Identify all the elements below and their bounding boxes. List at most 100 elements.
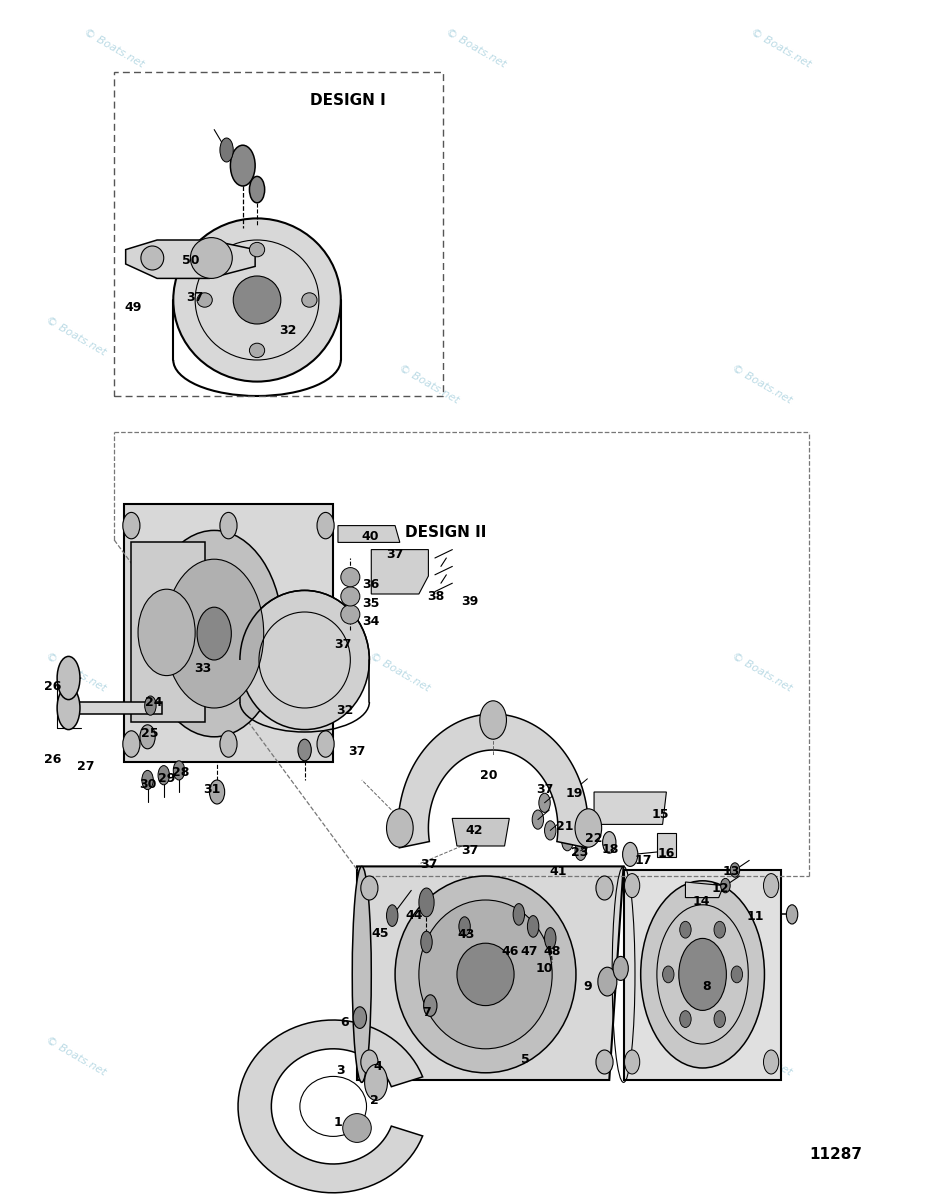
- Ellipse shape: [249, 242, 265, 257]
- Text: 37: 37: [462, 845, 479, 857]
- Ellipse shape: [138, 589, 195, 676]
- Text: © Boats.net: © Boats.net: [397, 1034, 460, 1078]
- Ellipse shape: [731, 966, 743, 983]
- Text: 26: 26: [44, 680, 61, 692]
- Text: 24: 24: [146, 696, 163, 708]
- Ellipse shape: [353, 1007, 367, 1028]
- Ellipse shape: [625, 874, 640, 898]
- Text: © Boats.net: © Boats.net: [397, 362, 460, 406]
- Text: © Boats.net: © Boats.net: [368, 650, 431, 694]
- Ellipse shape: [298, 739, 311, 761]
- Text: 48: 48: [544, 946, 561, 958]
- Text: 42: 42: [466, 824, 483, 836]
- Ellipse shape: [173, 761, 185, 780]
- Polygon shape: [338, 526, 400, 542]
- Text: 9: 9: [583, 980, 592, 992]
- Text: 21: 21: [556, 821, 573, 833]
- Ellipse shape: [343, 1114, 371, 1142]
- Text: © Boats.net: © Boats.net: [45, 314, 108, 358]
- Text: 6: 6: [340, 1016, 349, 1028]
- Text: 23: 23: [571, 846, 588, 858]
- Ellipse shape: [532, 810, 544, 829]
- Ellipse shape: [395, 876, 576, 1073]
- Text: DESIGN I: DESIGN I: [309, 94, 386, 108]
- Ellipse shape: [302, 293, 317, 307]
- Text: 29: 29: [158, 773, 175, 785]
- Ellipse shape: [197, 607, 231, 660]
- Polygon shape: [124, 504, 333, 762]
- Text: 37: 37: [348, 745, 366, 757]
- Text: 4: 4: [373, 1061, 383, 1073]
- Ellipse shape: [527, 916, 539, 937]
- Ellipse shape: [680, 922, 691, 938]
- Text: 11287: 11287: [809, 1147, 863, 1162]
- Ellipse shape: [596, 1050, 613, 1074]
- Text: DESIGN II: DESIGN II: [405, 526, 486, 540]
- Polygon shape: [357, 866, 624, 1080]
- Text: 43: 43: [458, 929, 475, 941]
- Text: 10: 10: [536, 962, 553, 974]
- Ellipse shape: [123, 731, 140, 757]
- Polygon shape: [131, 542, 205, 722]
- Ellipse shape: [145, 696, 156, 715]
- Ellipse shape: [480, 701, 506, 739]
- Text: 3: 3: [336, 1064, 346, 1076]
- Ellipse shape: [57, 656, 80, 700]
- Text: 28: 28: [172, 767, 189, 779]
- Ellipse shape: [317, 731, 334, 757]
- Text: 44: 44: [406, 910, 423, 922]
- Text: © Boats.net: © Boats.net: [749, 26, 812, 70]
- Text: 40: 40: [362, 530, 379, 542]
- Polygon shape: [657, 833, 676, 857]
- Ellipse shape: [513, 904, 525, 925]
- Text: 27: 27: [77, 761, 94, 773]
- Ellipse shape: [341, 568, 360, 587]
- Polygon shape: [624, 870, 781, 1080]
- Polygon shape: [371, 550, 428, 594]
- Text: 5: 5: [521, 1054, 530, 1066]
- Text: 18: 18: [602, 844, 619, 856]
- Ellipse shape: [220, 731, 237, 757]
- Ellipse shape: [341, 605, 360, 624]
- Ellipse shape: [539, 793, 550, 812]
- Ellipse shape: [764, 1050, 779, 1074]
- Ellipse shape: [459, 917, 470, 936]
- Text: 37: 37: [334, 638, 351, 650]
- Ellipse shape: [220, 512, 237, 539]
- Ellipse shape: [361, 1050, 378, 1074]
- Ellipse shape: [424, 995, 437, 1016]
- Text: 12: 12: [712, 882, 729, 894]
- Ellipse shape: [714, 1010, 725, 1027]
- Text: 50: 50: [182, 254, 199, 266]
- Ellipse shape: [596, 876, 613, 900]
- Bar: [114, 72, 443, 396]
- Text: © Boats.net: © Boats.net: [730, 362, 793, 406]
- Ellipse shape: [123, 512, 140, 539]
- Ellipse shape: [240, 590, 369, 730]
- Text: 8: 8: [702, 980, 711, 992]
- Ellipse shape: [545, 821, 556, 840]
- Polygon shape: [238, 1020, 423, 1193]
- Polygon shape: [69, 702, 162, 714]
- Text: 37: 37: [420, 858, 437, 870]
- Text: © Boats.net: © Boats.net: [45, 1034, 108, 1078]
- Ellipse shape: [603, 832, 616, 853]
- Text: © Boats.net: © Boats.net: [45, 650, 108, 694]
- Ellipse shape: [365, 1064, 387, 1100]
- Ellipse shape: [146, 530, 283, 737]
- Ellipse shape: [786, 905, 798, 924]
- Text: 20: 20: [480, 769, 497, 781]
- Ellipse shape: [663, 966, 674, 983]
- Ellipse shape: [679, 938, 726, 1010]
- Ellipse shape: [419, 888, 434, 917]
- Ellipse shape: [623, 842, 638, 866]
- Polygon shape: [685, 882, 724, 898]
- Polygon shape: [594, 792, 666, 824]
- Ellipse shape: [220, 138, 233, 162]
- Ellipse shape: [419, 900, 552, 1049]
- Ellipse shape: [575, 809, 602, 847]
- Text: © Boats.net: © Boats.net: [445, 26, 507, 70]
- Text: 16: 16: [658, 847, 675, 859]
- Ellipse shape: [209, 780, 225, 804]
- Ellipse shape: [562, 832, 573, 851]
